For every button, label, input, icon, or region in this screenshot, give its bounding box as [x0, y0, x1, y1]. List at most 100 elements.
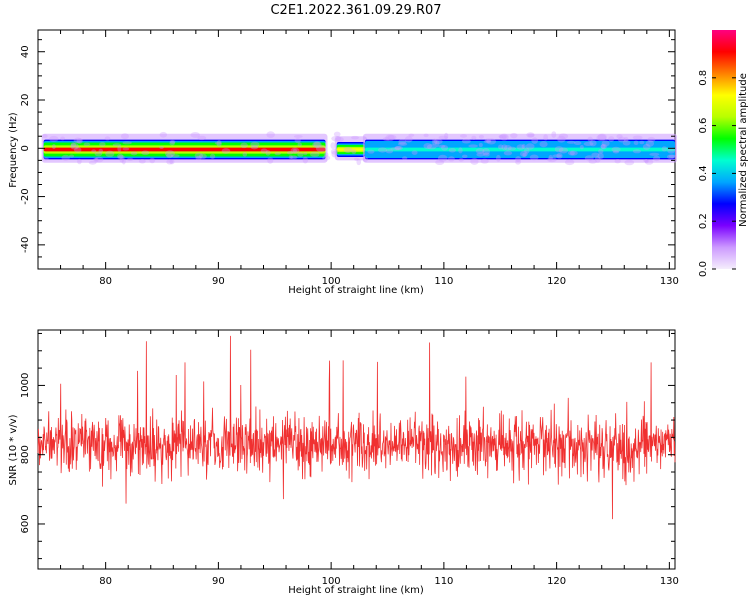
spectrogram-speckle	[293, 134, 303, 138]
spectrogram-speckle	[351, 135, 360, 140]
spectrogram-speckle	[485, 138, 491, 143]
spectrogram-speckle	[290, 147, 300, 154]
spectrogram-speckle	[566, 140, 576, 144]
snr-y-axis-label: SNR (10 * v/v)	[8, 414, 19, 485]
spectrogram-speckle	[515, 159, 521, 165]
spectrogram-speckle	[141, 150, 150, 156]
spectrogram-speckle	[292, 148, 298, 153]
spectrogram-speckle	[522, 152, 527, 157]
spectrogram-speckle	[569, 151, 575, 156]
spectrogram-speckle	[297, 152, 304, 157]
spectrogram-speckle	[130, 151, 138, 156]
snr-y-tick-label: 1000	[20, 373, 31, 398]
spectrogram-speckle	[138, 158, 146, 164]
spectrogram-speckle	[552, 154, 562, 158]
spectrogram-speckle	[331, 135, 342, 142]
spectrogram-speckle	[633, 140, 639, 146]
spectrogram-speckle	[313, 141, 321, 147]
snr-series-line	[37, 335, 676, 520]
spectrogram-speckle	[354, 157, 359, 161]
spectrogram-speckle	[159, 145, 164, 149]
spectrogram-speckle	[596, 134, 607, 142]
spectrogram-speckle	[600, 143, 607, 150]
spectrogram-speckle	[589, 139, 597, 147]
spectrogram-speckle	[471, 135, 477, 140]
spectrogram-speckle	[83, 142, 91, 147]
spectrogram-speckle	[104, 136, 111, 141]
spectrogram-y-tick-label: -40	[20, 237, 31, 253]
colorbar-ticks: 0.0 0.2 0.4 0.6 0.8	[698, 70, 736, 277]
spectrogram-speckle	[423, 142, 432, 150]
snr-axes: 80 90 100 110 120 130 1000 800 600	[20, 330, 679, 587]
spectrogram-speckle	[351, 149, 357, 155]
spectrogram-speckle	[623, 136, 629, 142]
colorbar-tick-label: 0.4	[698, 165, 709, 181]
spectrogram-speckle	[88, 160, 97, 165]
spectrogram-speckle	[583, 141, 594, 146]
spectrogram-speckle	[647, 136, 656, 143]
spectrogram-speckle	[322, 155, 331, 161]
spectrogram-speckle	[632, 149, 642, 154]
spectrogram-speckle	[377, 147, 388, 153]
spectrogram-speckle	[431, 138, 437, 146]
spectrogram-speckle	[51, 144, 56, 150]
spectrogram-speckle	[312, 141, 322, 149]
spectrogram-speckle	[584, 155, 594, 161]
spectrogram-speckle	[461, 139, 471, 144]
snr-panel: 80 90 100 110 120 130 1000 800 600 Height of str…	[8, 329, 679, 596]
spectrogram-speckle	[587, 136, 593, 142]
spectrogram-speckle	[61, 154, 70, 161]
spectrogram-speckle	[60, 136, 65, 141]
spectrogram-speckle	[98, 148, 104, 153]
spectrogram-speckle	[209, 153, 216, 159]
spectrogram-speckle	[95, 156, 104, 163]
spectrogram-speckle	[574, 141, 582, 146]
spectrogram-speckle	[645, 140, 655, 147]
spectrogram-speckle	[309, 151, 320, 157]
spectrogram-speckle	[516, 144, 525, 150]
spectrogram-speckle	[42, 157, 49, 161]
spectrogram-speckle	[117, 145, 122, 152]
spectrogram-speckle	[214, 141, 222, 145]
spectrogram-speckle	[330, 142, 336, 149]
spectrogram-speckle	[426, 144, 437, 150]
spectrogram-speckle	[666, 154, 675, 160]
spectrogram-speckle	[622, 140, 631, 146]
spectrogram-speckle	[554, 146, 564, 153]
spectrogram-speckle	[382, 137, 390, 141]
spectrogram-y-tick-label: 20	[20, 94, 31, 107]
spectrogram-speckle	[480, 158, 489, 164]
spectrogram-speckle	[402, 156, 408, 160]
spectrogram-speckle	[644, 159, 649, 164]
spectrogram-y-tick-label: -20	[20, 188, 31, 204]
spectrogram-speckle	[441, 144, 449, 151]
spectrogram-speckle	[423, 133, 429, 138]
spectrogram-speckle	[468, 144, 478, 148]
spectrogram-speckle	[661, 146, 668, 152]
spectrogram-speckle	[274, 152, 281, 156]
spectrogram-speckle	[644, 159, 654, 165]
spectrogram-speckle	[397, 142, 408, 146]
spectrogram-speckle	[643, 159, 649, 163]
spectrogram-speckle	[394, 146, 402, 150]
spectrogram-speckle	[668, 154, 677, 159]
snr-y-tick-label: 600	[20, 514, 31, 533]
spectrogram-speckle	[118, 155, 125, 159]
spectrogram-speckle	[286, 150, 294, 155]
spectrogram-speckle	[510, 132, 518, 139]
spectrogram-band	[43, 147, 326, 152]
spectrogram-speckle	[498, 134, 504, 139]
spectrogram-speckle	[73, 137, 82, 144]
colorbar-tick-label: 0.6	[698, 118, 709, 134]
spectrogram-speckle	[531, 137, 539, 144]
snr-x-axis-label: Height of straight line (km)	[288, 585, 424, 596]
spectrogram-speckle	[503, 150, 513, 156]
spectrogram-speckle	[195, 155, 202, 161]
spectrogram-speckle	[343, 146, 353, 153]
spectrogram-speckle	[250, 141, 260, 148]
spectrogram-speckle	[435, 159, 445, 165]
spectrogram-speckle	[459, 134, 468, 138]
spectrogram-speckle	[367, 149, 375, 154]
spectrogram-speckle	[495, 154, 501, 162]
spectrogram-speckle	[166, 159, 174, 165]
